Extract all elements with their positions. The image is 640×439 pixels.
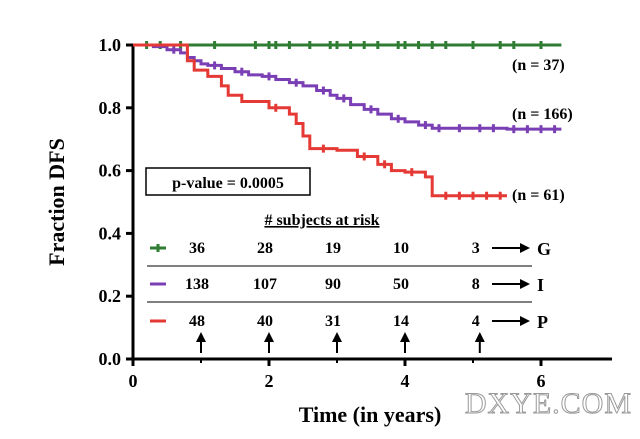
y-tick-label: 0.0: [99, 349, 122, 369]
time-arrow-head: [332, 332, 342, 342]
n-label-g: (n = 37): [512, 57, 565, 74]
row-arrow-head: [520, 243, 530, 253]
row-arrow-head: [520, 316, 530, 326]
y-axis-title: Fraction DFS: [44, 138, 69, 266]
row-arrow-head: [520, 279, 530, 289]
risk-count: 48: [189, 313, 205, 330]
series-name-p: P: [537, 312, 548, 332]
y-tick-label: 0.8: [99, 98, 122, 118]
risk-count: 4: [472, 313, 480, 330]
time-arrow-head: [196, 332, 206, 342]
series-i-line: [133, 43, 562, 131]
time-arrow-head: [400, 332, 410, 342]
axis-ticks: 0.0 0.2 0.4 0.6 0.8 1.0 0 2 4 6: [99, 35, 546, 391]
pvalue-label: p-value = 0.0005: [172, 175, 284, 192]
risk-count: 40: [257, 313, 273, 330]
risk-count: 10: [393, 240, 409, 257]
risk-count: 50: [393, 276, 409, 293]
x-tick-label: 4: [401, 371, 410, 391]
x-tick-label: 6: [537, 371, 546, 391]
y-tick-label: 1.0: [99, 35, 122, 55]
series-name-i: I: [537, 275, 544, 295]
series-name-g: G: [537, 239, 551, 259]
risk-table: 36 28 19 10 3 G 138 107 90 50 8 I 48 40 31 14 4 P: [147, 239, 551, 353]
risk-count: 14: [393, 313, 409, 330]
risk-count: 36: [189, 240, 205, 257]
y-tick-label: 0.4: [99, 223, 122, 243]
risk-count: 31: [325, 313, 341, 330]
risk-count: 28: [257, 240, 273, 257]
time-arrow-head: [264, 332, 274, 342]
time-arrow-head: [474, 332, 485, 342]
y-tick-label: 0.2: [99, 286, 122, 306]
pvalue-box: [145, 167, 311, 196]
risk-count: 90: [325, 276, 341, 293]
watermark: DXYE.COM: [465, 387, 632, 420]
risk-table-title: # subjects at risk: [264, 212, 379, 229]
risk-count: 138: [185, 276, 209, 293]
series-p-line: [133, 43, 507, 198]
x-axis-title: Time (in years): [299, 402, 442, 427]
y-tick-label: 0.6: [99, 161, 122, 181]
x-tick-label: 2: [265, 371, 274, 391]
risk-count: 3: [472, 240, 480, 257]
n-label-i: (n = 166): [512, 106, 573, 123]
survival-curves: [133, 41, 562, 200]
n-label-p: (n = 61): [512, 187, 565, 204]
risk-count: 19: [325, 240, 341, 257]
risk-count: 107: [253, 276, 277, 293]
risk-count: 8: [472, 276, 480, 293]
x-tick-label: 0: [129, 371, 138, 391]
